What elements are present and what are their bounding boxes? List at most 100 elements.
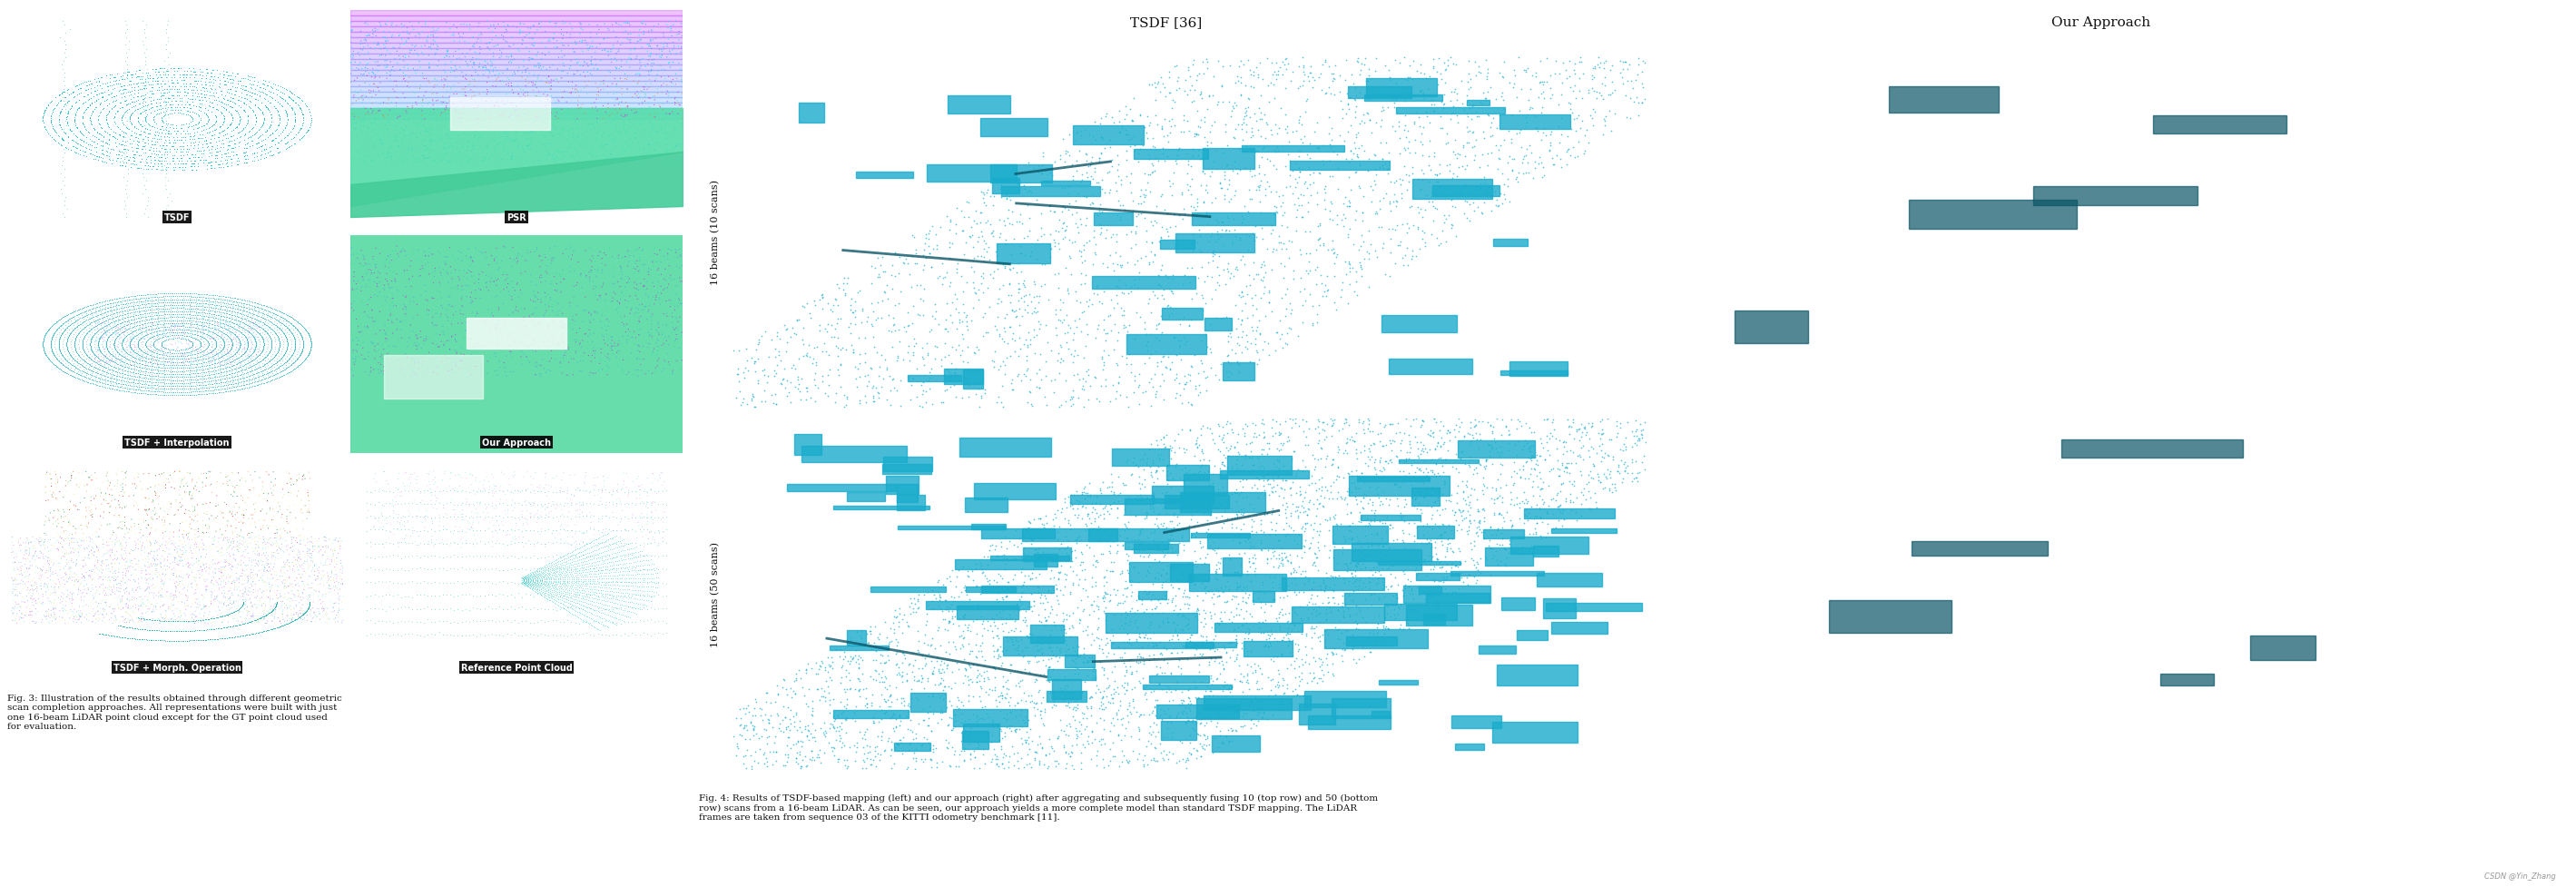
- Point: [605, 524, 647, 538]
- Point: [183, 375, 224, 389]
- Point: [363, 153, 404, 167]
- Point: [106, 381, 147, 396]
- Point: [157, 386, 198, 400]
- Point: [80, 79, 121, 93]
- Point: [240, 315, 281, 329]
- Point: [484, 529, 526, 543]
- Point: [134, 357, 175, 371]
- Point: [332, 50, 374, 64]
- Point: [59, 340, 100, 354]
- Point: [183, 355, 224, 369]
- Point: [250, 604, 291, 618]
- Point: [1358, 591, 1399, 605]
- Point: [1582, 92, 1623, 106]
- Point: [62, 116, 103, 130]
- Point: [386, 537, 428, 551]
- Point: [240, 356, 281, 370]
- Point: [258, 146, 299, 161]
- Point: [126, 156, 167, 170]
- Point: [515, 571, 556, 585]
- Point: [106, 598, 147, 612]
- Point: [629, 138, 670, 153]
- Point: [778, 734, 819, 749]
- Point: [165, 293, 206, 307]
- Point: [90, 75, 131, 90]
- Point: [371, 28, 412, 43]
- Point: [155, 67, 196, 82]
- Point: [312, 547, 353, 561]
- Point: [137, 350, 178, 365]
- Point: [1056, 729, 1097, 743]
- Point: [149, 358, 191, 373]
- Point: [945, 579, 987, 593]
- Point: [574, 559, 616, 573]
- Point: [232, 336, 273, 350]
- Point: [90, 354, 131, 368]
- Point: [337, 338, 379, 352]
- Point: [384, 51, 425, 66]
- Point: [0, 577, 39, 592]
- Point: [126, 159, 167, 173]
- Point: [82, 476, 124, 491]
- Point: [183, 367, 224, 381]
- Point: [106, 346, 147, 360]
- Point: [95, 303, 137, 318]
- Point: [848, 374, 889, 389]
- Point: [273, 593, 314, 608]
- Point: [291, 117, 332, 131]
- Point: [152, 593, 193, 607]
- Point: [121, 600, 162, 615]
- Point: [160, 564, 201, 578]
- Point: [64, 510, 106, 524]
- Point: [1345, 52, 1386, 67]
- Point: [41, 175, 82, 189]
- Point: [562, 101, 603, 115]
- Point: [1115, 632, 1157, 647]
- Point: [518, 573, 559, 587]
- Point: [93, 71, 134, 85]
- Point: [613, 571, 654, 585]
- Point: [487, 369, 528, 383]
- Point: [0, 545, 33, 559]
- Point: [100, 326, 142, 340]
- Point: [1172, 361, 1213, 375]
- Point: [165, 569, 206, 583]
- Point: [1409, 589, 1450, 603]
- Point: [245, 360, 286, 374]
- Point: [173, 71, 214, 85]
- Point: [585, 248, 626, 263]
- Point: [1484, 71, 1525, 85]
- Point: [1569, 468, 1610, 483]
- Point: [211, 619, 252, 633]
- Point: [1007, 737, 1048, 751]
- Point: [477, 65, 518, 79]
- Point: [1409, 160, 1450, 174]
- Point: [1471, 440, 1512, 454]
- Point: [175, 385, 216, 399]
- Point: [100, 149, 142, 163]
- Point: [1309, 204, 1350, 218]
- Point: [935, 343, 976, 357]
- Point: [232, 577, 273, 592]
- Point: [121, 106, 162, 121]
- Point: [57, 357, 98, 371]
- Point: [616, 568, 657, 582]
- Bar: [1144, 685, 1231, 689]
- Point: [971, 715, 1012, 729]
- Point: [1175, 129, 1216, 143]
- Point: [100, 593, 142, 607]
- Point: [139, 77, 180, 91]
- Point: [927, 279, 969, 294]
- Point: [1023, 653, 1064, 667]
- Point: [822, 736, 863, 750]
- Point: [1466, 70, 1507, 84]
- Point: [1149, 126, 1190, 140]
- Point: [216, 148, 258, 162]
- Point: [206, 347, 247, 361]
- Point: [945, 195, 987, 209]
- Point: [574, 599, 616, 613]
- Point: [412, 501, 453, 515]
- Point: [111, 553, 152, 568]
- Point: [616, 88, 657, 102]
- Point: [124, 325, 165, 339]
